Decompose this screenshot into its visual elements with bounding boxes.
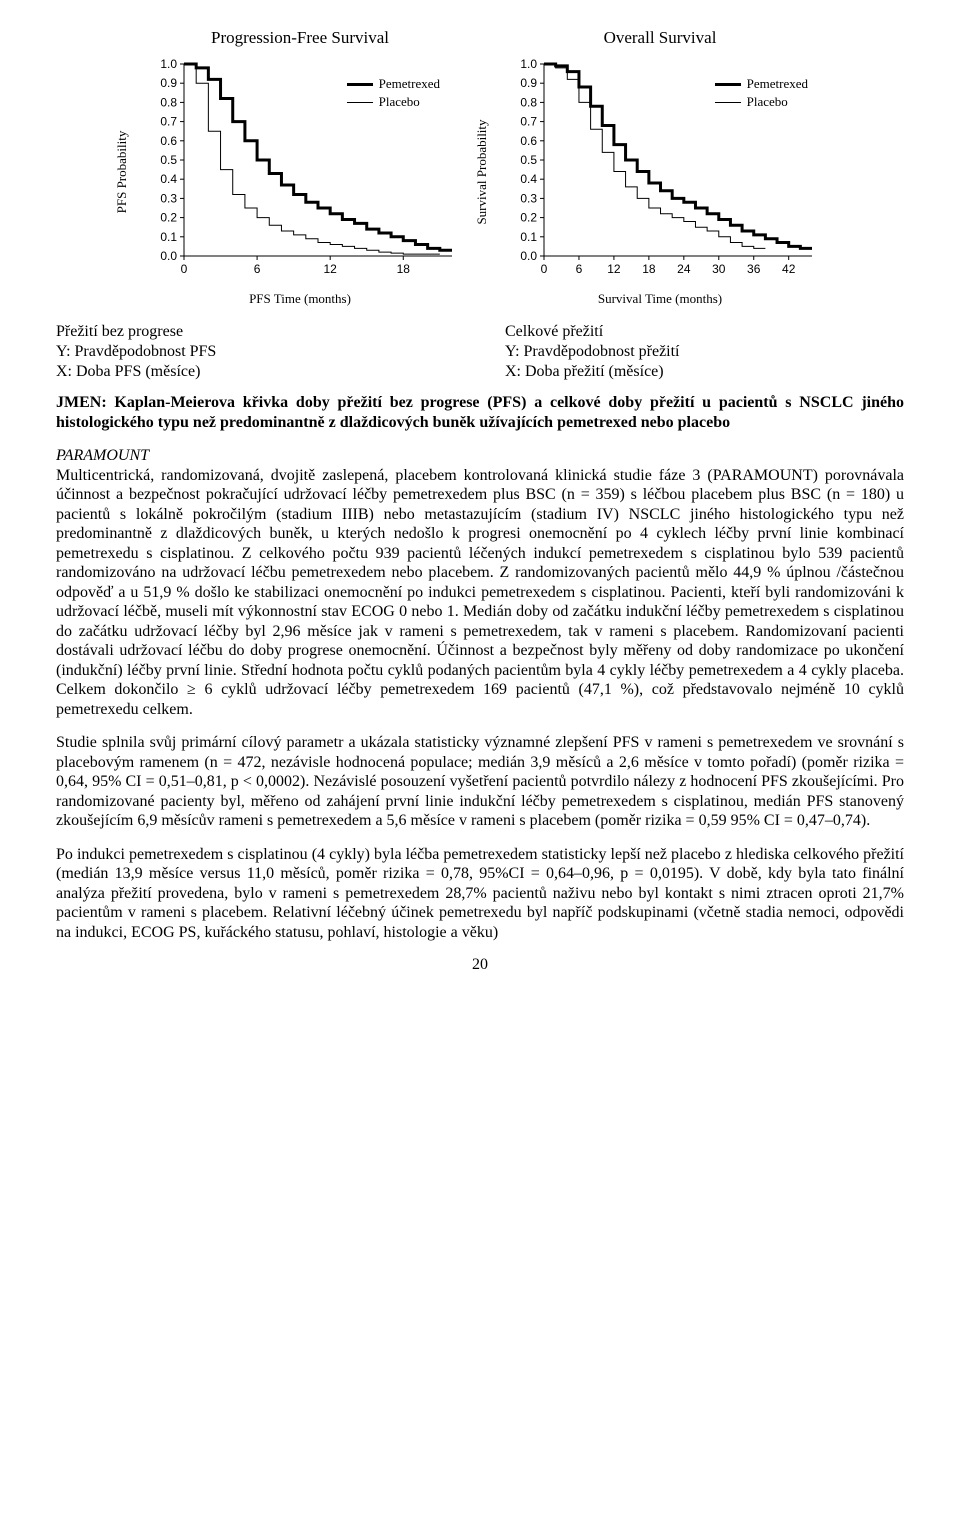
- svg-text:18: 18: [642, 262, 656, 276]
- legend-thick-line-icon: [347, 83, 373, 86]
- pfs-legend-pemetrexed: Pemetrexed: [347, 76, 440, 92]
- pfs-legend-label-0: Pemetrexed: [379, 76, 440, 92]
- right-l2: Y: Pravděpodobnost přežití: [505, 343, 904, 361]
- svg-text:0.2: 0.2: [520, 211, 537, 225]
- svg-text:0: 0: [181, 262, 188, 276]
- paramount-heading: PARAMOUNT: [56, 446, 904, 466]
- pfs-chart-block: Progression-Free Survival PFS Probabilit…: [140, 28, 460, 307]
- svg-text:1.0: 1.0: [520, 57, 537, 71]
- os-chart-block: Overall Survival Survival Probability 0.…: [500, 28, 820, 307]
- svg-text:1.0: 1.0: [160, 57, 177, 71]
- svg-text:6: 6: [576, 262, 583, 276]
- os-chart-area: Survival Probability 0.00.10.20.30.40.50…: [500, 54, 820, 289]
- os-chart-title: Overall Survival: [604, 28, 717, 48]
- pfs-chart-area: PFS Probability 0.00.10.20.30.40.50.60.7…: [140, 54, 460, 289]
- left-l1: Přežití bez progrese: [56, 323, 455, 341]
- legend-thick-line-icon: [715, 83, 741, 86]
- pfs-legend-placebo: Placebo: [347, 94, 440, 110]
- paragraph-3: Po indukci pemetrexedem s cisplatinou (4…: [56, 845, 904, 943]
- svg-text:0.5: 0.5: [160, 153, 177, 167]
- charts-row: Progression-Free Survival PFS Probabilit…: [56, 28, 904, 307]
- paragraph-1: Multicentrická, randomizovaná, dvojitě z…: [56, 466, 904, 720]
- svg-text:0.0: 0.0: [520, 249, 537, 263]
- svg-text:0.4: 0.4: [520, 172, 537, 186]
- legend-thin-line-icon: [347, 102, 373, 103]
- left-axis-legend: Přežití bez progrese Y: Pravděpodobnost …: [56, 323, 455, 383]
- legend-thin-line-icon: [715, 102, 741, 103]
- os-ylabel: Survival Probability: [474, 119, 490, 224]
- svg-text:12: 12: [324, 262, 338, 276]
- svg-text:30: 30: [712, 262, 726, 276]
- svg-text:0: 0: [541, 262, 548, 276]
- left-l3: X: Doba PFS (měsíce): [56, 363, 455, 381]
- svg-text:18: 18: [397, 262, 411, 276]
- axis-legend-columns: Přežití bez progrese Y: Pravděpodobnost …: [56, 323, 904, 383]
- left-l2: Y: Pravděpodobnost PFS: [56, 343, 455, 361]
- svg-text:6: 6: [254, 262, 261, 276]
- svg-text:0.2: 0.2: [160, 211, 177, 225]
- os-legend: Pemetrexed Placebo: [715, 76, 808, 112]
- svg-text:0.7: 0.7: [160, 115, 177, 129]
- pfs-xlabel: PFS Time (months): [249, 291, 351, 307]
- os-legend-placebo: Placebo: [715, 94, 808, 110]
- svg-text:0.8: 0.8: [160, 95, 177, 109]
- svg-text:0.6: 0.6: [160, 134, 177, 148]
- os-xlabel: Survival Time (months): [598, 291, 722, 307]
- right-axis-legend: Celkové přežití Y: Pravděpodobnost přeži…: [505, 323, 904, 383]
- svg-text:0.5: 0.5: [520, 153, 537, 167]
- svg-text:0.9: 0.9: [160, 76, 177, 90]
- pfs-ylabel: PFS Probability: [114, 130, 130, 213]
- figure-caption: JMEN: Kaplan-Meierova křivka doby přežit…: [56, 393, 904, 432]
- right-l3: X: Doba přežití (měsíce): [505, 363, 904, 381]
- os-legend-label-0: Pemetrexed: [747, 76, 808, 92]
- svg-text:0.3: 0.3: [520, 191, 537, 205]
- svg-text:0.6: 0.6: [520, 134, 537, 148]
- svg-text:42: 42: [782, 262, 796, 276]
- page-number: 20: [56, 956, 904, 974]
- svg-text:12: 12: [607, 262, 621, 276]
- svg-text:0.4: 0.4: [160, 172, 177, 186]
- os-legend-pemetrexed: Pemetrexed: [715, 76, 808, 92]
- svg-text:24: 24: [677, 262, 691, 276]
- os-legend-label-1: Placebo: [747, 94, 788, 110]
- svg-text:36: 36: [747, 262, 761, 276]
- svg-text:0.3: 0.3: [160, 191, 177, 205]
- pfs-legend: Pemetrexed Placebo: [347, 76, 440, 112]
- svg-text:0.7: 0.7: [520, 115, 537, 129]
- pfs-legend-label-1: Placebo: [379, 94, 420, 110]
- svg-text:0.1: 0.1: [160, 230, 177, 244]
- svg-text:0.1: 0.1: [520, 230, 537, 244]
- pfs-chart-title: Progression-Free Survival: [211, 28, 389, 48]
- svg-text:0.9: 0.9: [520, 76, 537, 90]
- right-l1: Celkové přežití: [505, 323, 904, 341]
- document-page: Progression-Free Survival PFS Probabilit…: [0, 0, 960, 998]
- paragraph-2: Studie splnila svůj primární cílový para…: [56, 733, 904, 831]
- svg-text:0.0: 0.0: [160, 249, 177, 263]
- svg-text:0.8: 0.8: [520, 95, 537, 109]
